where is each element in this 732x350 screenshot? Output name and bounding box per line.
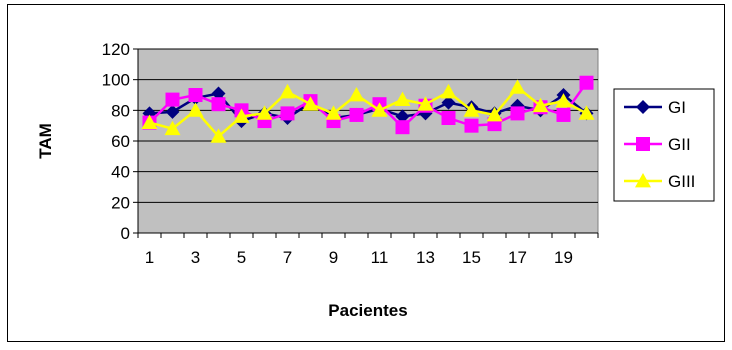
data-point	[165, 92, 180, 107]
x-axis-title: Pacientes	[328, 301, 407, 320]
chart-frame: 0 20 40 60 80 100 120 1 3 5 7 9 11 13 15 17 19 Pacientes T…	[7, 4, 725, 342]
data-point	[510, 106, 525, 121]
data-point	[164, 120, 181, 136]
data-point	[441, 111, 456, 125]
y-tick-label: 40	[111, 163, 130, 182]
legend-label: GII	[668, 135, 691, 154]
x-tick-label: 9	[329, 248, 338, 267]
data-point	[486, 106, 503, 122]
legend-item-gii: GII	[624, 135, 691, 154]
data-point	[556, 107, 571, 122]
x-tick-label: 11	[371, 248, 389, 267]
y-tick-label: 80	[111, 101, 130, 120]
x-tick-label: 19	[554, 248, 573, 267]
data-point	[348, 87, 365, 102]
data-point	[210, 128, 227, 143]
x-tick-label: 17	[508, 248, 527, 267]
y-tick-label: 0	[121, 224, 130, 243]
data-point	[165, 104, 180, 119]
data-point	[302, 96, 319, 111]
data-point	[395, 109, 410, 124]
legend-item-giii: GIII	[624, 172, 695, 191]
data-point	[211, 97, 226, 112]
y-tick-label: 20	[111, 193, 130, 212]
x-tick-label: 7	[283, 248, 292, 267]
data-point	[141, 114, 158, 129]
y-tick-label: 100	[102, 71, 130, 90]
data-point	[578, 105, 595, 120]
data-point	[579, 75, 594, 90]
data-point	[280, 106, 295, 121]
data-point	[211, 86, 226, 101]
data-point	[233, 108, 250, 123]
legend-item-gi: GI	[624, 98, 686, 117]
data-point	[187, 102, 204, 117]
data-point	[325, 105, 342, 120]
y-axis-title: TAM	[36, 123, 55, 159]
x-tick-label: 1	[145, 248, 154, 267]
legend-marker	[636, 137, 650, 151]
x-tick-label: 15	[462, 248, 481, 267]
data-point	[371, 102, 388, 117]
data-point	[395, 120, 410, 135]
data-point	[509, 79, 526, 94]
data-point	[440, 83, 457, 99]
data-point	[349, 107, 364, 122]
data-point	[441, 95, 456, 110]
data-point	[464, 118, 479, 133]
data-point	[256, 105, 273, 120]
data-point	[555, 93, 572, 108]
x-tick-label: 5	[237, 248, 246, 267]
series-giii	[141, 79, 595, 143]
legend-label: GIII	[668, 172, 695, 191]
data-point	[279, 83, 296, 99]
legend-label: GI	[668, 98, 686, 117]
x-tick-label: 3	[191, 248, 200, 267]
x-tick-label: 13	[416, 248, 435, 267]
data-point	[417, 96, 434, 111]
data-point	[532, 97, 549, 113]
legend-marker	[636, 100, 650, 114]
data-point	[188, 88, 203, 102]
y-tick-label: 60	[111, 132, 130, 151]
data-point	[463, 102, 480, 117]
y-tick-label: 120	[102, 40, 130, 59]
legend-marker	[635, 173, 651, 188]
data-point	[394, 91, 411, 106]
